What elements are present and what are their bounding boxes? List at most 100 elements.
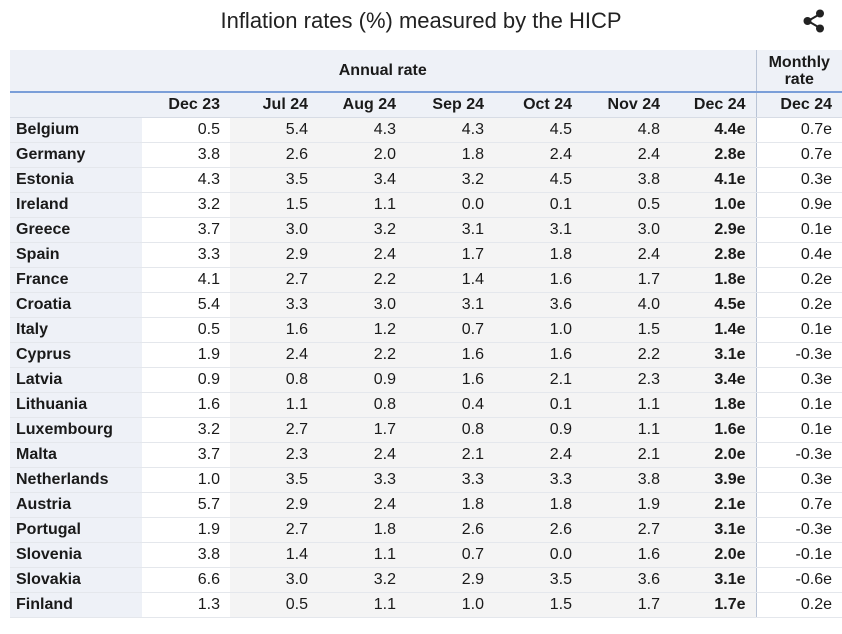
annual-value-cell: 1.8 [318, 517, 406, 543]
annual-value-cell: 2.4 [582, 142, 670, 168]
annual-value-cell: 2.9 [406, 567, 494, 593]
annual-value-cell: 3.6 [494, 292, 582, 318]
country-cell: Estonia [10, 167, 142, 193]
annual-value-cell: 3.8 [142, 142, 230, 168]
monthly-value-cell: 0.3e [755, 367, 842, 393]
annual-value-cell: 1.0 [142, 467, 230, 493]
monthly-value-cell: 0.1e [755, 417, 842, 443]
annual-value-cell: 1.1 [318, 192, 406, 218]
annual-value-cell: 1.3 [142, 592, 230, 618]
annual-value-cell: 0.8 [406, 417, 494, 443]
table-row: Lithuania 1.6 1.1 0.8 0.4 0.1 1.1 1.8e 0.1e [10, 392, 842, 418]
annual-value-cell: 0.0 [494, 542, 582, 568]
annual-value-cell: 0.9 [494, 417, 582, 443]
annual-value-cell: 1.6 [494, 342, 582, 368]
annual-value-cell: 2.3 [230, 442, 318, 468]
annual-value-cell: 3.3 [230, 292, 318, 318]
monthly-value-cell: 0.1e [755, 217, 842, 243]
annual-value-cell: 1.6 [406, 342, 494, 368]
annual-value-cell: 1.8e [670, 392, 757, 418]
annual-value-cell: 0.7 [406, 542, 494, 568]
annual-value-cell: 5.4 [230, 117, 318, 143]
annual-value-cell: 2.2 [318, 267, 406, 293]
annual-value-cell: 2.4 [494, 142, 582, 168]
table-row: Netherlands 1.0 3.5 3.3 3.3 3.3 3.8 3.9e 0.3e [10, 467, 842, 493]
country-cell: Greece [10, 217, 142, 243]
annual-value-cell: 3.8 [142, 542, 230, 568]
annual-value-cell: 2.9 [230, 242, 318, 268]
annual-value-cell: 3.0 [230, 217, 318, 243]
column-header: Oct 24 [494, 92, 582, 118]
table-row: Belgium 0.5 5.4 4.3 4.3 4.5 4.8 4.4e 0.7e [10, 117, 842, 143]
annual-value-cell: 4.3 [142, 167, 230, 193]
annual-value-cell: 3.1 [406, 217, 494, 243]
country-cell: Lithuania [10, 392, 142, 418]
annual-value-cell: 1.8e [670, 267, 757, 293]
annual-value-cell: 0.4 [406, 392, 494, 418]
monthly-value-cell: 0.3e [755, 167, 842, 193]
annual-value-cell: 5.4 [142, 292, 230, 318]
annual-value-cell: 2.2 [582, 342, 670, 368]
monthly-value-cell: 0.7e [755, 117, 842, 143]
annual-value-cell: 1.6e [670, 417, 757, 443]
annual-value-cell: 1.5 [582, 317, 670, 343]
annual-value-cell: 2.4 [318, 242, 406, 268]
annual-value-cell: 2.0e [670, 542, 757, 568]
annual-value-cell: 2.7 [230, 517, 318, 543]
annual-value-cell: 2.9e [670, 217, 757, 243]
annual-value-cell: 2.7 [230, 417, 318, 443]
annual-value-cell: 3.7 [142, 217, 230, 243]
annual-value-cell: 3.5 [230, 167, 318, 193]
annual-value-cell: 4.5e [670, 292, 757, 318]
annual-value-cell: 6.6 [142, 567, 230, 593]
annual-value-cell: 3.2 [318, 567, 406, 593]
monthly-value-cell: 0.3e [755, 467, 842, 493]
annual-value-cell: 3.1 [406, 292, 494, 318]
annual-value-cell: 1.7e [670, 592, 757, 618]
annual-value-cell: 1.9 [142, 517, 230, 543]
country-cell: Latvia [10, 367, 142, 393]
monthly-value-cell: 0.7e [755, 492, 842, 518]
annual-value-cell: 4.0 [582, 292, 670, 318]
annual-value-cell: 2.9 [230, 492, 318, 518]
table-row: Slovakia 6.6 3.0 3.2 2.9 3.5 3.6 3.1e -0.6e [10, 567, 842, 593]
annual-value-cell: 5.7 [142, 492, 230, 518]
annual-value-cell: 3.1e [670, 517, 757, 543]
annual-value-cell: 4.1 [142, 267, 230, 293]
country-cell: Slovakia [10, 567, 142, 593]
annual-value-cell: 0.7 [406, 317, 494, 343]
annual-value-cell: 1.1 [318, 592, 406, 618]
annual-value-cell: 2.0e [670, 442, 757, 468]
annual-value-cell: 0.5 [230, 592, 318, 618]
annual-value-cell: 0.5 [142, 117, 230, 143]
annual-value-cell: 0.5 [582, 192, 670, 218]
annual-value-cell: 0.1 [494, 392, 582, 418]
inflation-table: Annual rate Monthly rate Dec 23 Jul 24 A… [10, 50, 842, 618]
table-row: Latvia 0.9 0.8 0.9 1.6 2.1 2.3 3.4e 0.3e [10, 367, 842, 393]
annual-value-cell: 2.7 [582, 517, 670, 543]
annual-value-cell: 1.4e [670, 317, 757, 343]
annual-value-cell: 3.3 [142, 242, 230, 268]
annual-value-cell: 1.1 [582, 392, 670, 418]
annual-value-cell: 1.9 [142, 342, 230, 368]
annual-value-cell: 0.9 [318, 367, 406, 393]
annual-value-cell: 1.8 [494, 242, 582, 268]
annual-value-cell: 2.8e [670, 142, 757, 168]
column-header: Dec 24 [670, 92, 757, 118]
table-row: Finland 1.3 0.5 1.1 1.0 1.5 1.7 1.7e 0.2e [10, 592, 842, 618]
annual-value-cell: 2.4 [318, 442, 406, 468]
table-row: Cyprus 1.9 2.4 2.2 1.6 1.6 2.2 3.1e -0.3e [10, 342, 842, 368]
annual-value-cell: 3.5 [494, 567, 582, 593]
annual-value-cell: 4.4e [670, 117, 757, 143]
annual-value-cell: 3.4 [318, 167, 406, 193]
annual-value-cell: 3.8 [582, 467, 670, 493]
country-cell: Ireland [10, 192, 142, 218]
column-header: Aug 24 [318, 92, 406, 118]
monthly-value-cell: 0.7e [755, 142, 842, 168]
share-icon[interactable] [801, 8, 827, 34]
monthly-value-cell: -0.6e [755, 567, 842, 593]
table-row: Luxembourg 3.2 2.7 1.7 0.8 0.9 1.1 1.6e 0.1e [10, 417, 842, 443]
annual-value-cell: 1.5 [230, 192, 318, 218]
annual-value-cell: 3.1e [670, 342, 757, 368]
annual-value-cell: 1.2 [318, 317, 406, 343]
